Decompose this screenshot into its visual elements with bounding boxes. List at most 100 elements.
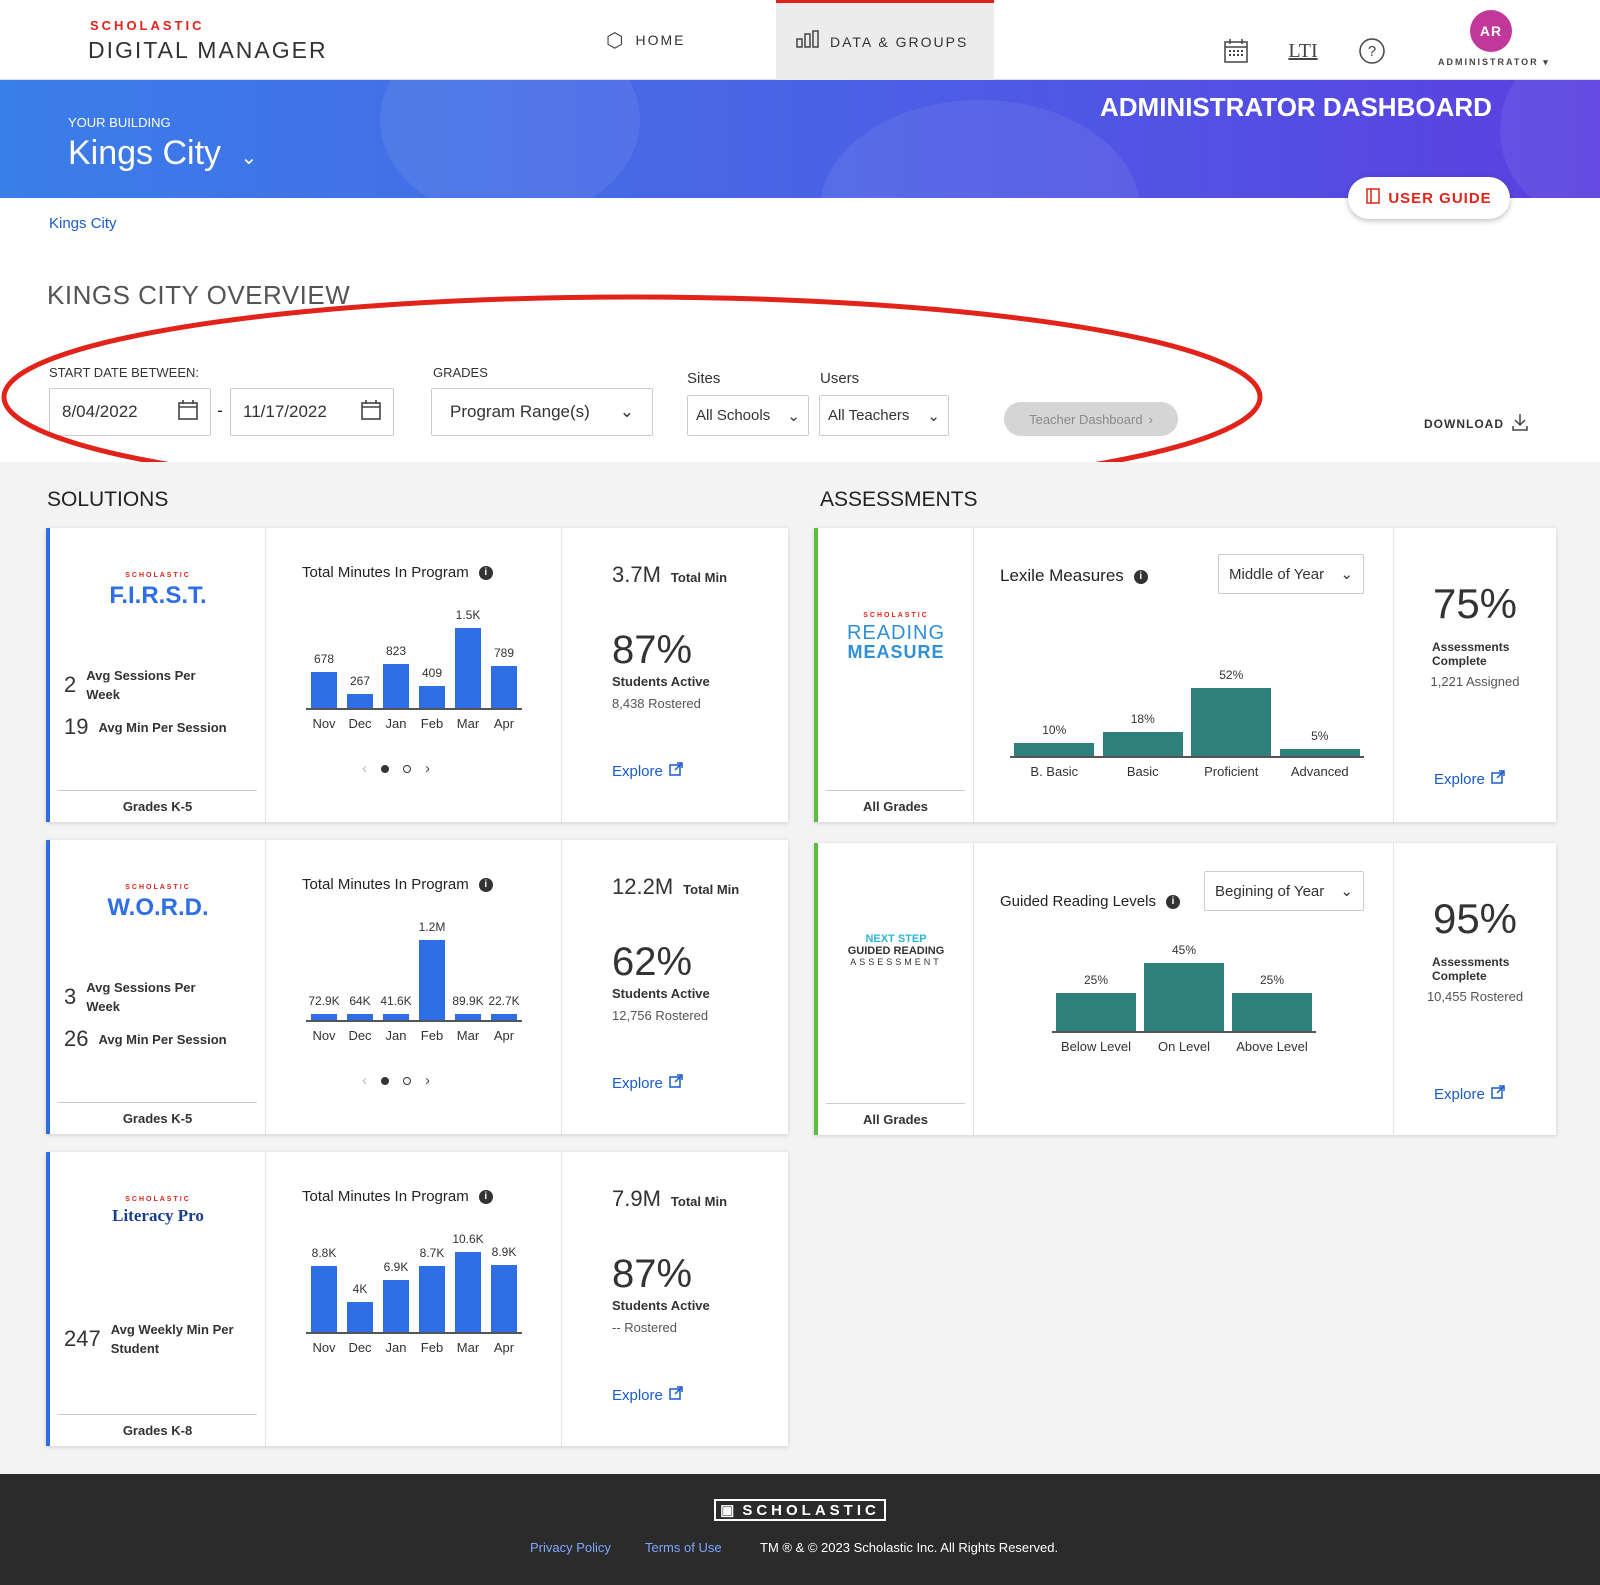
help-icon[interactable]: ? <box>1357 36 1387 66</box>
explore-label: Explore <box>612 1074 663 1092</box>
pager-dot[interactable] <box>403 764 411 773</box>
chevron-left-icon[interactable]: ‹ <box>362 1072 367 1089</box>
assessment-sub-count: 10,455 Rostered <box>1426 989 1524 1004</box>
bar-value-label: 789 <box>493 646 515 660</box>
chevron-left-icon[interactable]: ‹ <box>362 760 367 777</box>
teacher-dashboard-button[interactable]: Teacher Dashboard › <box>1004 402 1178 436</box>
explore-label: Explore <box>1434 770 1485 788</box>
assessment-sub-count: 1,221 Assigned <box>1430 674 1520 689</box>
info-icon[interactable]: i <box>478 566 493 581</box>
card-chart-column: Guided Reading Levels i Begining of Year ⌄ 2… <box>974 843 1394 1135</box>
calendar-icon <box>361 399 381 425</box>
sites-select[interactable]: All Schools ⌄ <box>687 395 809 436</box>
nav-data-groups[interactable]: DATA & GROUPS <box>776 0 994 80</box>
assessments-complete-label2: Complete <box>1432 969 1487 983</box>
chart-title: Guided Reading Levels i <box>1000 893 1180 910</box>
product-logo-line2: GUIDED READING <box>847 945 945 957</box>
bar-value-label: 6.9K <box>383 1260 409 1274</box>
chart-title-text: Total Minutes In Program <box>302 876 469 893</box>
chart-bar <box>383 664 409 708</box>
chevron-down-icon: ⌄ <box>927 407 940 425</box>
users-select[interactable]: All Teachers ⌄ <box>819 395 949 436</box>
stat-label: Avg Sessions Per Week <box>86 666 195 704</box>
footer-logo[interactable]: ▣ SCHOLASTIC <box>714 1499 886 1521</box>
grade-range: Grades K-5 <box>58 790 257 822</box>
explore-link[interactable]: Explore <box>1434 770 1505 788</box>
book-icon <box>1366 188 1381 208</box>
avatar[interactable]: AR <box>1470 10 1512 52</box>
x-tick-label: Dec <box>348 1340 372 1355</box>
start-date-field[interactable]: 8/04/2022 <box>49 388 211 436</box>
chart-bar <box>1279 749 1360 756</box>
sites-value: All Schools <box>696 407 771 424</box>
explore-link[interactable]: Explore <box>612 1386 683 1404</box>
solution-card-literacy-pro: SCHOLASTIC Literacy Pro 247 Avg Weekly Min … <box>46 1152 788 1446</box>
card-stats-column: 3.7M Total Min 87% Students Active 8,438 Ros… <box>562 528 788 822</box>
calendar-icon[interactable] <box>1221 36 1251 66</box>
grades-select[interactable]: Program Range(s) ⌄ <box>431 388 653 436</box>
stat-label-line1: Avg Min Per Session <box>98 1031 227 1047</box>
stat-label: Avg Sessions Per Week <box>86 978 195 1016</box>
chevron-right-icon[interactable]: › <box>425 1072 430 1089</box>
card-summary-column: SCHOLASTIC F.I.R.S.T. 2 Avg Sessions Per Wee… <box>50 528 266 822</box>
external-link-icon <box>669 1074 683 1092</box>
info-icon[interactable]: i <box>478 878 493 893</box>
bar-value-label: 45% <box>1171 943 1197 957</box>
explore-link[interactable]: Explore <box>612 1074 683 1092</box>
lti-icon[interactable]: LTI <box>1288 39 1318 62</box>
role-menu[interactable]: ADMINISTRATOR ▾ <box>1438 57 1550 68</box>
x-tick-label: Dec <box>348 716 372 731</box>
pager-dot-active[interactable] <box>381 1076 389 1085</box>
bar-value-label: 72.9K <box>308 994 340 1008</box>
nav-home[interactable]: ⬡ HOME <box>606 0 685 80</box>
info-icon[interactable]: i <box>478 1190 493 1205</box>
x-tick-label: Apr <box>493 1340 515 1355</box>
info-icon[interactable]: i <box>1133 569 1148 584</box>
total-minutes: 3.7M Total Min <box>612 562 727 588</box>
download-button[interactable]: DOWNLOAD <box>1424 413 1528 434</box>
chart-bar <box>491 666 517 708</box>
chart-bar <box>1191 688 1272 756</box>
chart-bar <box>1102 732 1183 756</box>
bar-value-label: 1.5K <box>455 608 481 622</box>
students-active-percent: 62% <box>612 940 693 984</box>
grades-label: GRADES <box>433 365 488 380</box>
nav-home-label: HOME <box>635 32 686 48</box>
solutions-title: SOLUTIONS <box>47 488 169 511</box>
grade-range: Grades K-8 <box>58 1414 257 1446</box>
stat-row: 2 Avg Sessions Per Week <box>64 666 196 704</box>
logo-brand-text: SCHOLASTIC <box>125 884 191 891</box>
info-icon[interactable]: i <box>1165 895 1180 910</box>
date-range-dash: - <box>217 400 223 420</box>
explore-link[interactable]: Explore <box>1434 1085 1505 1103</box>
user-guide-button[interactable]: USER GUIDE <box>1348 177 1510 219</box>
period-value: Begining of Year <box>1215 882 1325 900</box>
chart-title: Total Minutes In Program i <box>302 1188 493 1205</box>
period-dropdown[interactable]: Begining of Year ⌄ <box>1204 871 1364 911</box>
breadcrumb[interactable]: Kings City <box>49 215 117 232</box>
building-selector[interactable]: Kings City ⌄ <box>68 134 257 173</box>
x-tick-label: Feb <box>420 1340 444 1355</box>
chart-title: Lexile Measures i <box>1000 566 1148 586</box>
x-tick-label: Mar <box>456 1028 480 1043</box>
end-date-field[interactable]: 11/17/2022 <box>230 388 394 436</box>
users-value: All Teachers <box>828 407 910 424</box>
explore-label: Explore <box>612 1386 663 1404</box>
explore-label: Explore <box>612 762 663 780</box>
pager-dot[interactable] <box>403 1076 411 1085</box>
product-logo-line3: ASSESSMENT <box>850 957 942 967</box>
terms-of-use-link[interactable]: Terms of Use <box>645 1540 722 1555</box>
students-active-label: Students Active <box>612 1298 710 1313</box>
bar-chart: 72.9K Nov 64K Dec 41.6K Jan 1.2M Feb 89.9K Mar 22.… <box>306 920 522 1070</box>
x-tick-label: Jan <box>385 1340 407 1355</box>
period-dropdown[interactable]: Middle of Year ⌄ <box>1218 554 1364 594</box>
logo-product[interactable]: DIGITAL MANAGER <box>88 37 328 63</box>
pager-dot-active[interactable] <box>381 764 389 773</box>
explore-link[interactable]: Explore <box>612 762 683 780</box>
chart-bar <box>311 1014 337 1020</box>
privacy-policy-link[interactable]: Privacy Policy <box>530 1540 611 1555</box>
chart-title-text: Lexile Measures <box>1000 566 1124 585</box>
assessments-complete-label1: Assessments <box>1432 955 1510 969</box>
students-active-label: Students Active <box>612 674 710 689</box>
chevron-right-icon[interactable]: › <box>425 760 430 777</box>
